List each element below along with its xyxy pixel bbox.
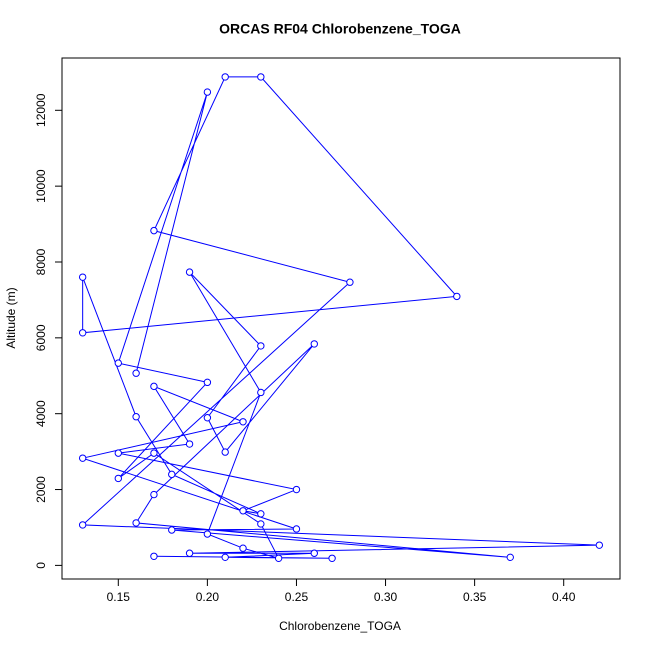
data-point <box>239 507 247 515</box>
data-point <box>595 541 604 549</box>
y-axis-label: Altitude (m) <box>4 287 18 348</box>
data-point <box>114 359 122 367</box>
data-point <box>328 554 336 562</box>
data-point <box>185 440 194 448</box>
x-tick-label: 0.20 <box>196 590 220 604</box>
data-point <box>132 519 140 527</box>
data-point <box>257 520 265 528</box>
data-point <box>168 526 176 534</box>
x-axis-label: Chlorobenzene_TOGA <box>279 619 401 633</box>
data-point <box>310 549 318 557</box>
data-point <box>150 382 158 391</box>
data-point <box>78 521 87 529</box>
data-point <box>150 226 158 235</box>
x-tick-label: 0.40 <box>552 590 576 604</box>
data-point <box>310 340 318 348</box>
y-tick-label: 10000 <box>34 169 48 203</box>
data-point <box>257 510 265 518</box>
data-point <box>185 268 194 276</box>
y-tick-label: 12000 <box>34 93 48 127</box>
y-tick-label: 6000 <box>34 324 48 351</box>
data-point <box>185 549 194 557</box>
data-point <box>346 278 354 286</box>
data-point <box>257 388 265 397</box>
data-point <box>506 553 514 562</box>
data-point <box>239 544 247 552</box>
x-tick-label: 0.15 <box>107 590 131 604</box>
data-point <box>168 470 176 479</box>
data-point <box>292 485 301 494</box>
y-tick-label: 2000 <box>34 476 48 503</box>
data-point <box>203 88 212 96</box>
data-point <box>292 525 301 533</box>
data-point <box>114 449 122 457</box>
data-point <box>78 273 87 281</box>
data-point <box>150 552 158 560</box>
data-point <box>132 369 140 377</box>
data-point <box>78 329 87 337</box>
data-point <box>132 413 140 421</box>
data-point <box>239 418 247 426</box>
data-point <box>453 292 461 301</box>
plot-frame <box>61 57 621 580</box>
data-point <box>203 414 212 422</box>
x-tick-label: 0.25 <box>285 590 309 604</box>
data-point <box>114 474 122 483</box>
y-tick-label: 8000 <box>34 248 48 275</box>
data-point <box>203 378 212 387</box>
y-tick-label: 4000 <box>34 400 48 427</box>
x-tick-label: 0.35 <box>463 590 487 604</box>
data-point <box>150 490 158 499</box>
data-point <box>221 448 229 456</box>
data-point <box>221 553 229 562</box>
data-point <box>257 73 265 81</box>
data-point <box>150 449 158 457</box>
data-point <box>78 454 87 462</box>
data-point <box>274 554 283 562</box>
data-point <box>203 530 212 538</box>
y-tick-label: 0 <box>34 562 48 569</box>
data-point <box>257 342 265 350</box>
chart-title: ORCAS RF04 Chlorobenzene_TOGA <box>219 21 461 37</box>
x-tick-label: 0.30 <box>374 590 398 604</box>
data-point <box>221 73 229 81</box>
